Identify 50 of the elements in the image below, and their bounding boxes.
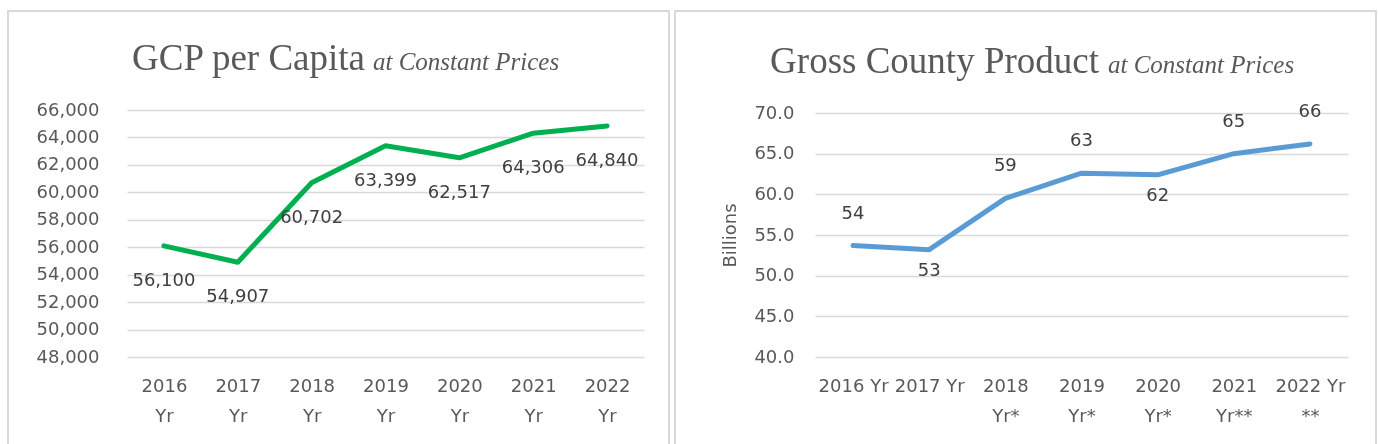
y-tick-label: 65.0 <box>754 142 795 164</box>
y-tick-label: 54,000 <box>36 263 100 285</box>
y-tick-label: 64,000 <box>36 125 100 147</box>
x-tick-label: 2022 Yr ** <box>1275 374 1346 426</box>
data-label: 65 <box>1222 109 1246 131</box>
x-tick-label: 2018 Yr* <box>982 374 1029 426</box>
x-tick-label: 2019 Yr <box>363 374 409 426</box>
data-label: 64,306 <box>501 156 565 178</box>
data-label: 66 <box>1298 99 1322 121</box>
chart-subtitle: at Constant Prices <box>373 48 560 75</box>
y-tick-label: 55.0 <box>754 223 795 245</box>
data-label: 53 <box>917 258 941 280</box>
x-tick-label: 2021 Yr** <box>1211 374 1258 426</box>
y-tick-label: 62,000 <box>36 153 100 175</box>
y-tick-label: 60.0 <box>754 182 795 204</box>
x-tick-label: 2019 Yr* <box>1059 374 1105 426</box>
data-label: 60,702 <box>280 205 344 227</box>
x-tick-label: 2017 Yr <box>215 374 262 426</box>
chart-title: GCP per Capita <box>132 37 365 78</box>
data-label: 63 <box>1070 129 1093 151</box>
y-tick-label: 58,000 <box>36 208 100 230</box>
data-label: 54,907 <box>206 285 270 307</box>
data-label: 64,840 <box>575 148 639 170</box>
y-tick-label: 52,000 <box>36 290 100 312</box>
chart-title: Gross County Product <box>770 40 1100 81</box>
x-tick-label: 2022 Yr <box>584 374 631 426</box>
data-label: 56,100 <box>132 268 196 290</box>
y-tick-label: 40.0 <box>754 345 795 367</box>
y-tick-label: 50.0 <box>754 264 795 286</box>
y-tick-label: 45.0 <box>754 304 795 326</box>
data-label: 59 <box>993 154 1017 176</box>
data-label: 63,399 <box>354 168 417 190</box>
data-label: 62 <box>1146 183 1170 205</box>
x-tick-label: 2020 Yr* <box>1135 374 1182 426</box>
y-tick-label: 50,000 <box>36 318 100 340</box>
y-tick-label: 56,000 <box>36 235 100 257</box>
data-label: 62,517 <box>427 180 491 202</box>
y-tick-label: 66,000 <box>36 98 100 120</box>
x-tick-label: 2017 Yr <box>894 374 966 396</box>
y-tick-label: 70.0 <box>754 101 795 123</box>
x-tick-label: 2016 Yr <box>141 374 188 426</box>
data-label: 54 <box>841 201 865 223</box>
x-tick-label: 2020 Yr <box>436 374 483 426</box>
y-tick-label: 60,000 <box>36 180 100 202</box>
x-tick-label: 2021 Yr <box>510 374 557 426</box>
y-axis-title: Billions <box>719 203 741 268</box>
y-tick-label: 48,000 <box>36 345 100 367</box>
x-tick-label: 2016 Yr <box>818 374 890 396</box>
chart-subtitle: at Constant Prices <box>1108 51 1295 78</box>
x-tick-label: 2018 Yr <box>289 374 336 426</box>
